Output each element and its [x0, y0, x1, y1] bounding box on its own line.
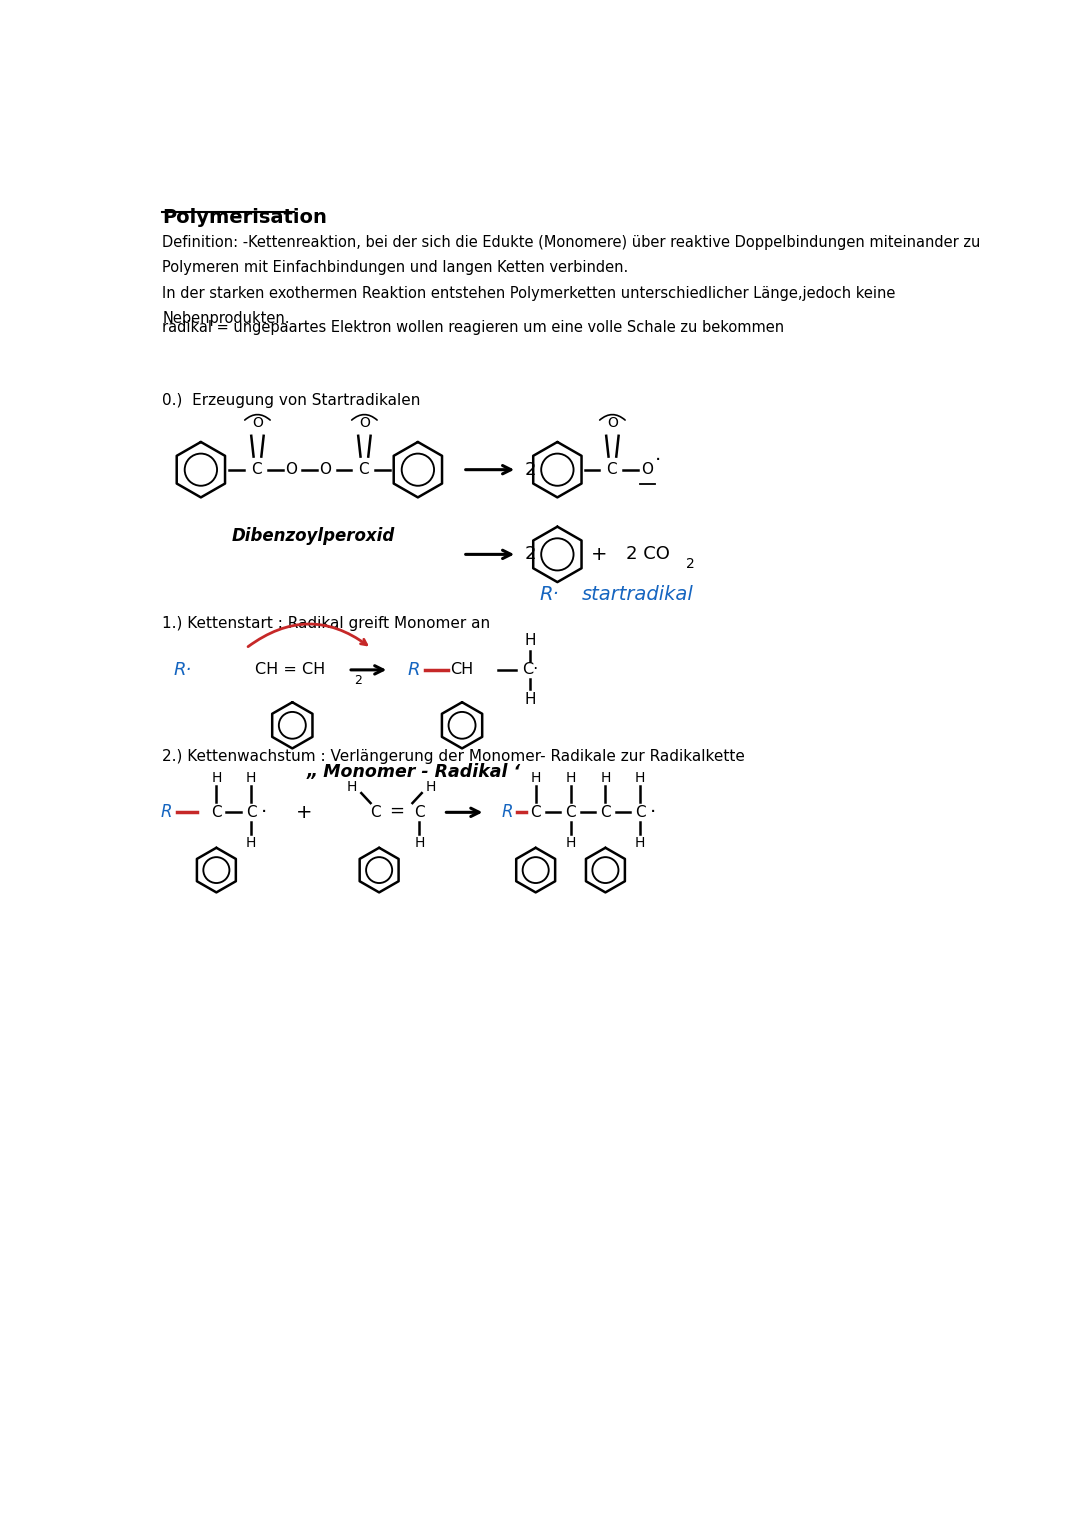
Text: +: +	[591, 545, 607, 563]
Text: O: O	[642, 463, 653, 476]
Text: CH = CH: CH = CH	[255, 663, 325, 678]
Text: +: +	[296, 803, 312, 822]
Text: O: O	[319, 463, 330, 476]
Text: 1.) Kettenstart : Radikal greift Monomer an: 1.) Kettenstart : Radikal greift Monomer…	[162, 615, 490, 631]
Text: H: H	[246, 837, 256, 851]
Text: H: H	[415, 837, 424, 851]
Text: C: C	[530, 805, 541, 820]
Text: Dibenzoylperoxid: Dibenzoylperoxid	[232, 527, 395, 545]
Text: 2 CO: 2 CO	[625, 545, 670, 563]
Text: O: O	[359, 415, 369, 429]
Text: =: =	[390, 802, 404, 820]
Text: 2: 2	[354, 673, 362, 687]
Text: Polymerisation: Polymerisation	[162, 208, 327, 228]
Text: C: C	[252, 463, 262, 476]
Text: Nebenprodukten.: Nebenprodukten.	[162, 312, 289, 327]
Text: 0.)  Erzeugung von Startradikalen: 0.) Erzeugung von Startradikalen	[162, 392, 420, 408]
Text: H: H	[525, 692, 536, 707]
Text: startradikal: startradikal	[582, 585, 694, 603]
Text: ·: ·	[650, 803, 657, 822]
Text: H: H	[565, 771, 576, 785]
Text: „ Monomer - Radikal ‘: „ Monomer - Radikal ‘	[307, 762, 521, 780]
Text: 2: 2	[525, 461, 537, 478]
Text: C: C	[359, 463, 369, 476]
Text: radikal = ungepaartes Elektron wollen reagieren um eine volle Schale zu bekommen: radikal = ungepaartes Elektron wollen re…	[162, 319, 784, 334]
Text: O: O	[252, 415, 262, 429]
Text: H: H	[426, 780, 436, 794]
Text: H: H	[565, 837, 576, 851]
Text: H: H	[600, 771, 610, 785]
Text: 2.) Kettenwachstum : Verlängerung der Monomer- Radikale zur Radikalkette: 2.) Kettenwachstum : Verlängerung der Mo…	[162, 750, 745, 764]
Text: Polymeren mit Einfachbindungen und langen Ketten verbinden.: Polymeren mit Einfachbindungen und lange…	[162, 260, 629, 275]
Text: CH: CH	[450, 663, 474, 678]
Text: ·: ·	[654, 450, 661, 470]
Text: R: R	[408, 661, 420, 680]
Text: O: O	[285, 463, 297, 476]
Text: H: H	[525, 634, 536, 647]
Text: C: C	[635, 805, 646, 820]
Text: 2: 2	[525, 545, 537, 563]
Text: C: C	[246, 805, 257, 820]
Text: C·: C·	[522, 663, 538, 678]
Text: Definition: -Kettenreaktion, bei der sich die Edukte (Monomere) über reaktive Do: Definition: -Kettenreaktion, bei der sic…	[162, 235, 981, 250]
Text: R·: R·	[540, 585, 559, 603]
Text: O: O	[607, 415, 618, 429]
Text: C: C	[370, 805, 380, 820]
Text: H: H	[347, 780, 357, 794]
Text: H: H	[246, 771, 256, 785]
Text: C: C	[414, 805, 424, 820]
Text: 2: 2	[686, 557, 694, 571]
Text: C: C	[565, 805, 576, 820]
Text: R·: R·	[174, 661, 192, 680]
Text: C: C	[211, 805, 221, 820]
Text: C: C	[600, 805, 610, 820]
Text: R: R	[160, 803, 172, 822]
Text: H: H	[635, 771, 646, 785]
Text: H: H	[635, 837, 646, 851]
Text: H: H	[530, 771, 541, 785]
Text: H: H	[212, 771, 221, 785]
Text: In der starken exothermen Reaktion entstehen Polymerketten unterschiedlicher Län: In der starken exothermen Reaktion entst…	[162, 286, 895, 301]
Text: ·: ·	[260, 803, 267, 822]
Text: R: R	[501, 803, 513, 822]
Text: C: C	[606, 463, 617, 476]
